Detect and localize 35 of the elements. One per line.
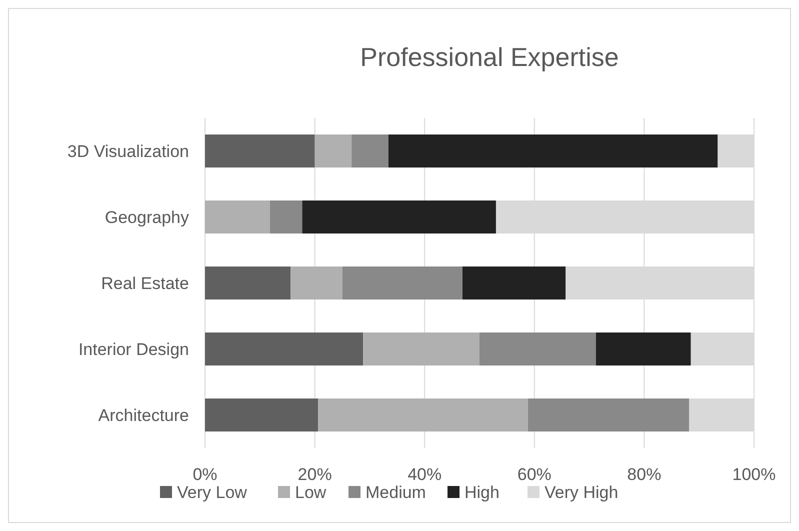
y-tick-label: Architecture [98,406,189,425]
bar [205,134,315,168]
x-tick-label: 0% [192,465,218,484]
bar [270,200,302,234]
x-tick-label: 20% [298,465,332,484]
bar [596,332,691,366]
bar [528,398,690,432]
bar [462,266,566,300]
y-tick-label: Interior Design [78,340,189,359]
legend-label: Very High [544,483,618,502]
bar [290,266,342,300]
bar [314,134,352,168]
bar [342,266,462,300]
y-tick-label: 3D Visualization [67,142,189,161]
chart-title: Professional Expertise [360,42,619,72]
bar [302,200,496,234]
bar [352,134,388,168]
bar [205,200,270,234]
bar [318,398,528,432]
bar [363,332,480,366]
y-tick-label: Real Estate [101,274,189,293]
bar [388,134,718,168]
bar [205,398,318,432]
bar [205,332,364,366]
bar [480,332,596,366]
x-tick-label: 40% [408,465,442,484]
x-tick-label: 100% [732,465,776,484]
x-tick-label: 80% [627,465,662,484]
legend-label: Very Low [177,483,248,502]
legend-label: High [464,483,500,502]
y-tick-label: Geography [104,208,190,227]
legend-label: Medium [366,483,426,502]
legend-label: Low [295,483,327,502]
x-tick-label: 60% [517,465,552,484]
bar [205,266,291,300]
